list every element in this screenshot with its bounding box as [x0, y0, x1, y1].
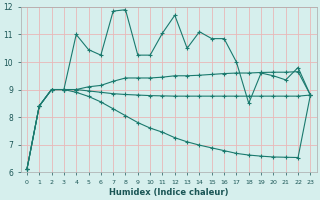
- X-axis label: Humidex (Indice chaleur): Humidex (Indice chaleur): [109, 188, 228, 197]
